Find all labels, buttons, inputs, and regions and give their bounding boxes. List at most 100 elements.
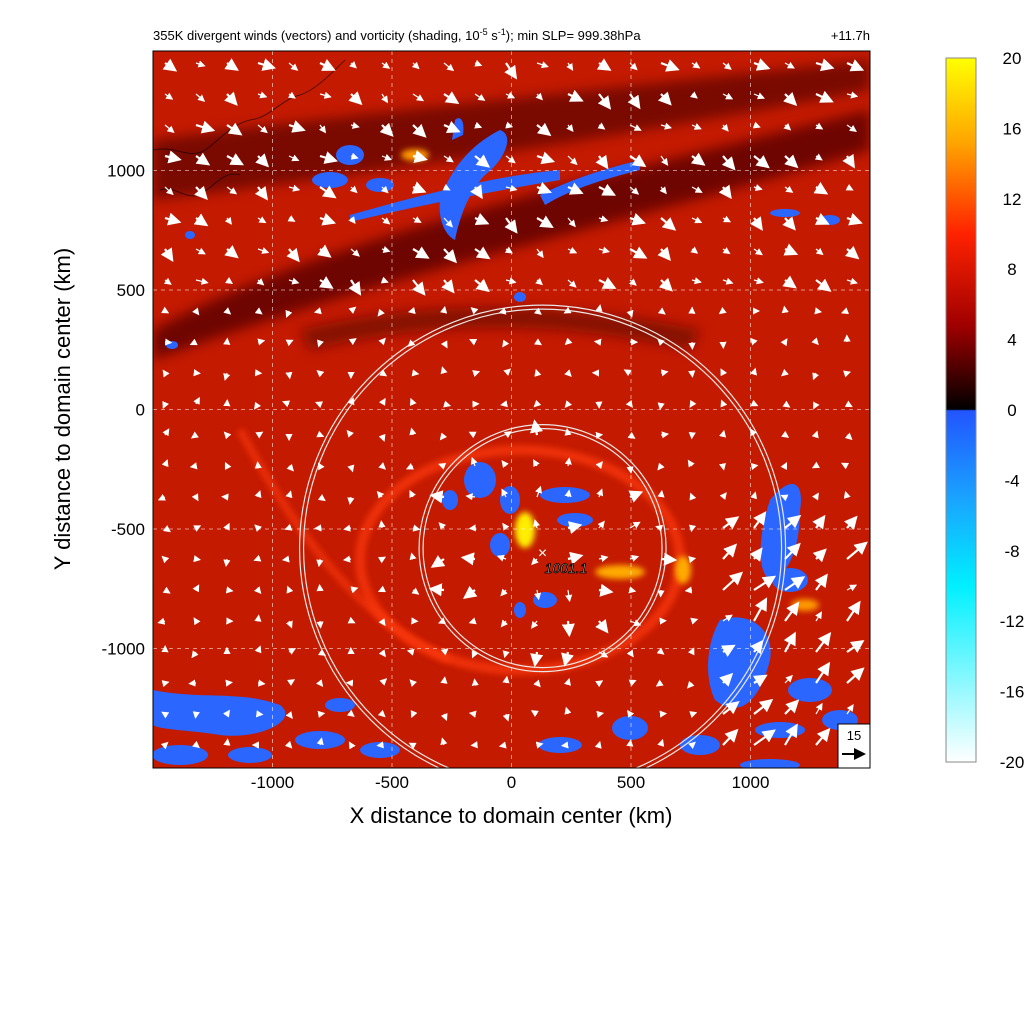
wind-vector-arrow (195, 152, 211, 166)
wind-vector-arrow (223, 431, 232, 440)
wind-vector-arrow (660, 155, 669, 166)
wind-vector-arrow (350, 586, 359, 594)
wind-vector-arrow (161, 306, 170, 314)
wind-vector-arrow (567, 246, 578, 254)
wind-vector-arrow (411, 587, 420, 595)
wind-vector-arrow (536, 151, 555, 165)
wind-vector-arrow (377, 709, 386, 718)
wind-vector-arrow (657, 738, 665, 747)
wind-vector-arrow (660, 59, 680, 72)
wind-vector-arrow (347, 397, 355, 406)
wind-vector-arrow (409, 489, 416, 498)
wind-vector-arrow (628, 586, 637, 594)
blue-patch (442, 490, 458, 510)
wind-vector-arrow (813, 181, 829, 195)
wind-vector-arrow (629, 186, 640, 195)
wind-vector-arrow (530, 651, 544, 668)
wind-vector-arrow (502, 675, 510, 684)
wind-vector-arrow (691, 277, 702, 285)
blue-patch (325, 698, 355, 712)
wind-vector-arrow (194, 185, 208, 200)
wind-vector-arrow (812, 514, 826, 530)
wind-vector-arrow (814, 573, 828, 591)
colorbar-tick-label: -12 (1000, 612, 1024, 631)
wind-vector-arrow (844, 432, 853, 441)
wind-vector-arrow (505, 277, 517, 285)
wind-vector-arrow (226, 122, 243, 136)
wind-vector-arrow (781, 368, 789, 377)
wind-vector-arrow (468, 617, 477, 625)
wind-vector-arrow (287, 679, 296, 687)
wind-vector-arrow (504, 217, 518, 234)
wind-vector-arrow (814, 307, 823, 315)
wind-vector-arrow (567, 89, 584, 102)
wind-vector-arrow (536, 61, 549, 69)
wind-vector-arrow (191, 650, 199, 659)
wind-vector-arrow (474, 121, 483, 129)
orange-streak-east (791, 599, 819, 611)
wind-vector-arrow (722, 700, 740, 715)
wind-vector-arrow (749, 547, 763, 562)
wind-vector-arrow (783, 243, 799, 256)
blue-patch (788, 678, 832, 702)
wind-vector-arrow (500, 400, 508, 408)
wind-vector-arrow (257, 91, 268, 99)
wind-vector-arrow (346, 709, 355, 718)
wind-vector-arrow (811, 461, 820, 469)
x-tick-label: -500 (375, 773, 409, 792)
colorbar-gradient (945, 57, 977, 763)
colorbar-tick-label: -20 (1000, 753, 1024, 772)
wind-vector-arrow (411, 61, 420, 70)
colorbar-tick-label: 20 (1003, 49, 1022, 68)
colorbar-tick-label: -8 (1004, 542, 1019, 561)
wind-vector-arrow (687, 647, 695, 656)
wind-vector-arrow (378, 462, 386, 470)
wind-vector-arrow (474, 246, 491, 260)
colorbar-tick-label: -16 (1000, 683, 1024, 702)
wind-vector-arrow (318, 124, 327, 134)
wind-vector-arrow (157, 617, 166, 625)
wind-vector-arrow (691, 123, 702, 130)
wind-vector-arrow (505, 121, 514, 129)
wind-vector-arrow (811, 337, 819, 346)
blue-patch (464, 462, 496, 498)
wind-vector-arrow (317, 244, 332, 258)
wind-vector-arrow (316, 430, 325, 438)
wind-vector-arrow (193, 396, 200, 405)
wind-vector-arrow (319, 59, 336, 71)
wind-vector-arrow (379, 122, 394, 137)
wind-vector-arrow (503, 368, 512, 376)
wind-vector-arrow (378, 618, 386, 627)
wind-vector-arrow (536, 122, 552, 137)
wind-vector-arrow (595, 618, 609, 634)
wind-vector-arrow (845, 183, 854, 191)
wind-vector-arrow (535, 485, 542, 498)
wind-vector-arrow (691, 186, 703, 193)
wind-vector-arrow (378, 520, 386, 529)
wind-vector-arrow (629, 124, 642, 131)
wind-vector-arrow (750, 639, 764, 655)
y-axis: -1000 -500 0 500 1000 (102, 162, 145, 659)
wind-vector-arrow (318, 276, 334, 289)
wind-vector-arrow (780, 338, 788, 347)
wind-vector-arrow (316, 620, 324, 629)
wind-vector-arrow (193, 617, 201, 626)
wind-vector-arrow (598, 276, 617, 289)
wind-vector-arrow (595, 304, 603, 312)
wind-vector-arrow (443, 217, 453, 228)
wind-vector-arrow (460, 552, 476, 566)
reference-vector-box: 15 (837, 723, 870, 768)
wind-vector-arrow (684, 586, 693, 594)
wind-vector-arrow (223, 558, 231, 567)
blue-patch (350, 170, 560, 222)
blue-patch (153, 745, 208, 765)
wind-vector-arrow (223, 522, 230, 531)
wind-vector-arrow (753, 184, 763, 192)
wind-vector-arrow (846, 584, 858, 592)
wind-vector-arrow (535, 92, 543, 101)
wind-vector-arrow (564, 489, 572, 498)
wind-vector-arrow (474, 212, 490, 226)
wind-vector-arrow (162, 58, 178, 72)
wind-vector-arrow (411, 181, 427, 194)
wind-vector-arrow (533, 307, 542, 315)
